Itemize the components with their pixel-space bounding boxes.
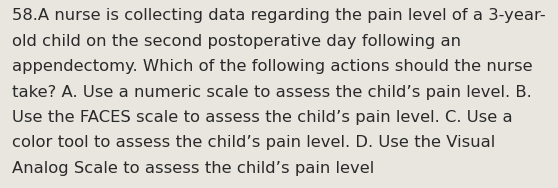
Text: Use the FACES scale to assess the child’s pain level. C. Use a: Use the FACES scale to assess the child’…: [12, 110, 513, 125]
Text: old child on the second postoperative day following an: old child on the second postoperative da…: [12, 34, 461, 49]
Text: take? A. Use a numeric scale to assess the child’s pain level. B.: take? A. Use a numeric scale to assess t…: [12, 85, 532, 100]
Text: color tool to assess the child’s pain level. D. Use the Visual: color tool to assess the child’s pain le…: [12, 135, 496, 150]
Text: appendectomy. Which of the following actions should the nurse: appendectomy. Which of the following act…: [12, 59, 533, 74]
Text: 58.A nurse is collecting data regarding the pain level of a 3-year-: 58.A nurse is collecting data regarding …: [12, 8, 546, 24]
Text: Analog Scale to assess the child’s pain level: Analog Scale to assess the child’s pain …: [12, 161, 374, 176]
